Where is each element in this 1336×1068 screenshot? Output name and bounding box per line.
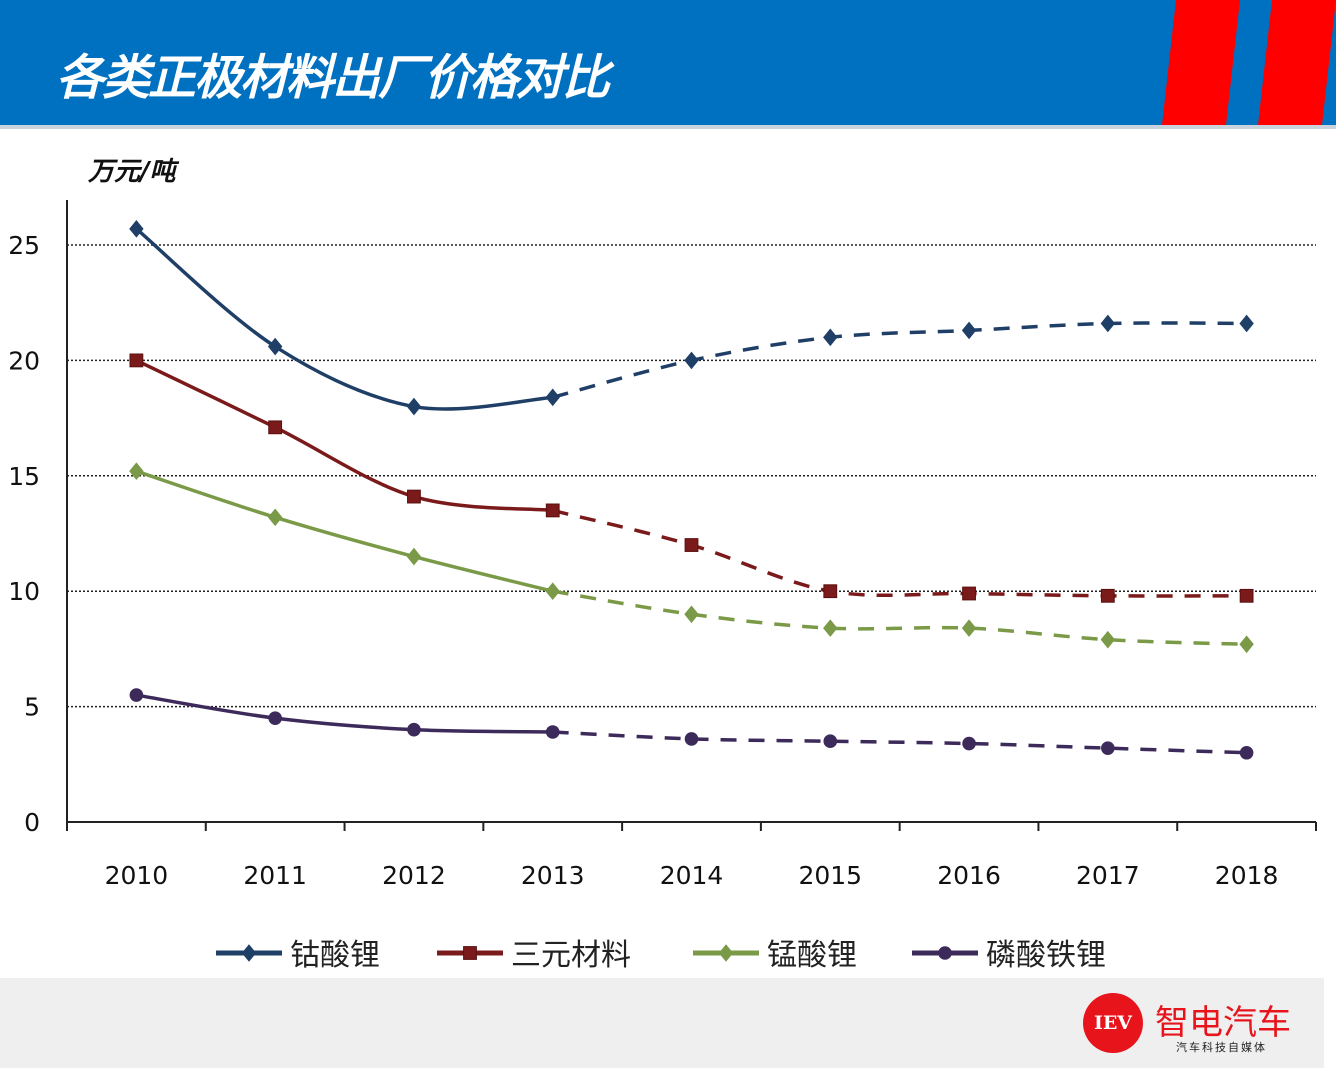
data-point [1100,630,1116,649]
data-point [1239,745,1254,760]
y-tick-label: 20 [8,346,40,375]
data-point [961,321,977,340]
y-tick-label: 5 [24,693,40,722]
series-line-solid [135,469,554,593]
red-stripe [1258,0,1336,125]
red-stripe [1162,0,1240,125]
data-point [823,734,838,749]
data-point [962,586,976,601]
series-line-dashed [552,589,1247,647]
data-point [684,605,699,624]
page-title: 各类正极材料出厂价格对比 [56,50,610,106]
data-point [129,353,144,368]
data-point [129,220,144,238]
data-point [129,462,144,480]
data-point [545,388,560,407]
data-point [823,619,838,637]
data-point [545,503,560,518]
series-line-dashed [552,508,1247,598]
x-tick-label: 2015 [798,861,862,890]
data-point [545,582,560,600]
data-point [129,688,144,702]
series-1 [129,353,1254,603]
y-tick-label: 25 [8,231,40,260]
data-point [962,736,976,751]
data-point [406,397,422,416]
x-tick-label: 2017 [1076,861,1140,890]
header-bar: 各类正极材料出厂价格对比 [0,0,1336,125]
legend-marker [241,944,257,962]
x-tick-label: 2014 [660,861,724,890]
series-0 [129,220,1254,416]
data-point [1239,314,1254,333]
series-line-solid [136,693,553,734]
legend-marker [463,946,477,960]
series-line-dashed [552,730,1247,755]
brand-tagline: 汽车科技自媒体 [1176,1041,1267,1054]
data-point [1100,588,1115,603]
legend-label: 钴酸锂 [290,938,380,973]
series-line-solid [135,227,553,411]
series-3 [129,688,1254,760]
x-tick-label: 2012 [382,861,446,890]
data-point [268,711,282,725]
data-point [1239,588,1254,603]
data-point [684,351,699,370]
data-point [1101,741,1115,755]
legend-label: 磷酸铁锂 [986,938,1106,973]
legend-label: 锰酸锂 [767,938,857,973]
x-tick-label: 2011 [243,861,307,890]
series-line-solid [135,358,553,513]
x-tick-label: 2016 [937,861,1001,890]
x-tick-label: 2013 [521,861,585,890]
data-point [823,584,838,599]
y-tick-label: 15 [8,462,40,491]
data-point [268,420,283,435]
data-point [267,337,283,356]
header-divider [0,125,1336,129]
brand-name: 智电汽车 [1155,1003,1291,1043]
brand-logo: IEV [1083,993,1143,1053]
data-point [684,538,699,552]
data-point [1100,314,1116,333]
y-axis-label: 万元/吨 [87,157,179,187]
data-point [407,489,421,504]
y-tick-label: 0 [24,808,40,837]
data-point [823,328,838,347]
legend-marker [718,944,734,962]
legend-label: 三元材料 [511,938,631,973]
x-tick-label: 2018 [1215,861,1279,890]
data-point [267,508,283,527]
data-point [961,619,977,637]
data-point [406,547,422,566]
data-point [407,722,421,737]
header-stripes [1162,0,1336,125]
series-2 [129,462,1254,654]
data-point [1239,635,1254,654]
legend-marker [938,946,952,960]
data-point [545,725,560,739]
y-tick-label: 10 [8,577,40,606]
x-tick-label: 2010 [105,861,169,890]
data-point [684,732,699,746]
series-line-dashed [552,321,1247,400]
